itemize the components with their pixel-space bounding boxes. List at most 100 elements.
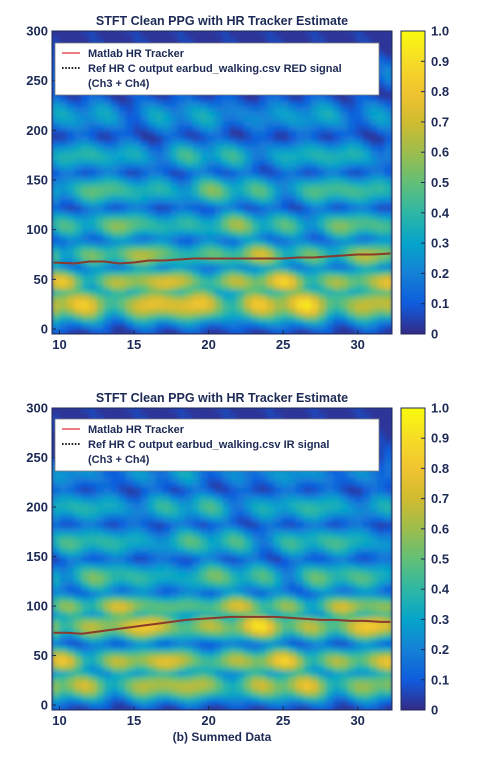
heat-cell xyxy=(281,655,290,662)
heat-cell xyxy=(103,521,112,528)
heat-cell xyxy=(377,319,386,325)
heat-cell xyxy=(288,95,297,102)
heat-cell xyxy=(133,685,142,691)
heat-cell xyxy=(162,571,171,577)
heat-cell xyxy=(59,690,68,696)
heat-cell xyxy=(140,35,149,42)
heat-cell xyxy=(111,289,120,295)
heat-cell xyxy=(222,160,230,166)
heat-cell xyxy=(88,571,97,577)
heat-cell xyxy=(355,264,364,271)
heat-cell xyxy=(273,487,282,493)
heat-cell xyxy=(258,482,267,488)
heat-cell xyxy=(133,135,142,141)
heat-cell xyxy=(266,35,275,42)
heat-cell xyxy=(377,204,386,211)
heat-cell xyxy=(185,180,194,186)
heat-cell xyxy=(377,50,386,57)
heat-cell xyxy=(125,279,134,285)
heat-cell xyxy=(273,110,282,117)
heat-cell xyxy=(318,150,327,156)
heat-cell xyxy=(133,408,142,414)
heat-cell xyxy=(288,274,297,280)
heat-cell xyxy=(96,100,105,107)
heat-cell xyxy=(66,304,75,310)
heat-cell xyxy=(177,408,186,414)
heat-cell xyxy=(384,244,392,251)
heat-cell xyxy=(140,511,149,518)
heat-cell xyxy=(318,105,327,112)
heat-cell xyxy=(214,630,223,637)
heat-cell xyxy=(355,299,364,305)
heat-cell xyxy=(74,324,83,330)
heat-cell xyxy=(140,670,149,676)
heat-cell xyxy=(66,536,75,543)
heat-cell xyxy=(52,229,60,236)
heat-cell xyxy=(199,536,208,543)
heat-cell xyxy=(325,269,334,275)
heat-cell xyxy=(125,214,134,221)
heat-cell xyxy=(258,576,267,582)
heat-cell xyxy=(74,229,83,236)
heat-cell xyxy=(96,705,105,710)
heat-cell xyxy=(59,650,68,657)
heat-cell xyxy=(88,175,97,181)
heat-cell xyxy=(258,199,267,206)
y-tick-label: 300 xyxy=(26,24,48,39)
heat-cell xyxy=(96,566,105,572)
heat-cell xyxy=(133,324,142,330)
heat-cell xyxy=(52,175,60,181)
heat-cell xyxy=(125,175,134,181)
heat-cell xyxy=(236,665,245,671)
heat-cell xyxy=(133,477,142,483)
heat-cell xyxy=(66,551,75,558)
heat-cell xyxy=(281,660,290,667)
heat-cell xyxy=(52,645,60,652)
heat-cell xyxy=(81,412,90,419)
heat-cell xyxy=(81,645,90,652)
heat-cell xyxy=(295,635,304,642)
heat-cell xyxy=(140,640,149,647)
heat-cell xyxy=(140,610,149,617)
heat-cell xyxy=(81,650,90,657)
heat-cell xyxy=(318,209,327,216)
heat-cell xyxy=(340,175,349,181)
heat-cell xyxy=(170,100,179,107)
heat-cell xyxy=(192,482,201,488)
heat-cell xyxy=(59,601,68,607)
heat-cell xyxy=(66,289,75,295)
heat-cell xyxy=(118,110,127,117)
heat-cell xyxy=(192,284,201,290)
heat-cell xyxy=(347,244,356,251)
heat-cell xyxy=(303,601,312,607)
heat-cell xyxy=(148,194,157,201)
heat-cell xyxy=(214,670,223,676)
heat-cell xyxy=(369,130,378,136)
heat-cell xyxy=(303,160,312,166)
heat-cell xyxy=(199,31,208,37)
heat-cell xyxy=(59,477,68,483)
heat-cell xyxy=(281,145,290,151)
heat-cell xyxy=(162,244,171,251)
heat-cell xyxy=(310,165,319,171)
colorbar-tick-label: 0.7 xyxy=(431,114,449,129)
heat-cell xyxy=(273,655,282,662)
heat-cell xyxy=(88,274,97,280)
heat-cell xyxy=(199,601,208,607)
heat-cell xyxy=(199,610,208,617)
heat-cell xyxy=(310,279,319,285)
heat-cell xyxy=(207,690,216,696)
heat-cell xyxy=(384,65,392,72)
heat-cell xyxy=(111,189,120,196)
heat-cell xyxy=(133,125,142,131)
heat-cell xyxy=(222,31,230,37)
heat-cell xyxy=(214,521,223,528)
heat-cell xyxy=(318,175,327,181)
heat-cell xyxy=(251,660,260,667)
heat-cell xyxy=(288,630,297,637)
heat-cell xyxy=(236,204,245,211)
heat-cell xyxy=(177,289,186,295)
heat-cell xyxy=(258,160,267,166)
heat-cell xyxy=(52,615,60,622)
heat-cell xyxy=(325,100,334,107)
